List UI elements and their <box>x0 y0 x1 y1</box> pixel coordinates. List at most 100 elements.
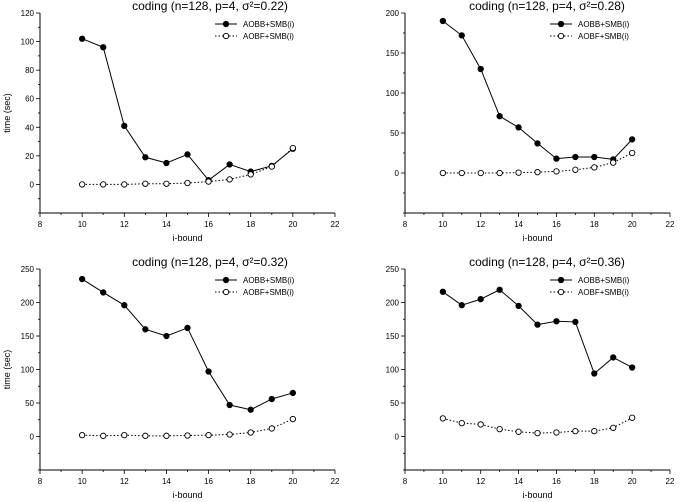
data-point-aobf <box>591 164 598 171</box>
data-point-aobf <box>628 414 636 421</box>
x-tick-label: 20 <box>288 477 297 486</box>
data-point-aobf <box>121 181 128 188</box>
x-tick-label: 12 <box>120 477 129 486</box>
series-line-1 <box>81 278 293 411</box>
data-point-aobf <box>142 180 149 187</box>
data-point-aobf <box>610 159 617 166</box>
data-point-aobf <box>439 169 447 177</box>
y-tick-label: 100 <box>21 366 35 375</box>
legend-label: AOBB+SMB(i) <box>578 20 630 29</box>
data-point-aobf <box>439 415 447 422</box>
data-point-aobb <box>184 151 191 158</box>
data-point-aobb <box>142 326 149 333</box>
y-tick-label: 200 <box>21 299 35 308</box>
data-point-aobb <box>477 65 484 73</box>
data-point-aobf <box>591 427 598 435</box>
x-tick-label: 18 <box>246 477 255 486</box>
data-point-aobf <box>553 168 560 175</box>
y-tick-label: 150 <box>386 49 400 58</box>
y-tick-label: 50 <box>390 129 399 138</box>
data-point-aobb <box>439 17 447 25</box>
legend-marker <box>222 32 230 40</box>
data-point-aobf <box>477 169 484 177</box>
data-point-aobf <box>572 166 579 173</box>
x-tick-label: 10 <box>438 220 447 229</box>
data-point-aobb <box>515 124 522 131</box>
x-tick-label: 14 <box>162 477 171 486</box>
y-axis-label: time (sec) <box>2 93 12 133</box>
data-point-aobb <box>100 44 107 51</box>
y-tick-label: 80 <box>25 66 34 75</box>
data-point-aobb <box>226 161 233 168</box>
data-point-aobf <box>534 429 541 437</box>
chart-panel-1: coding (n=128, p=4, σ²=0.22) 0 20 40 60 80 100… <box>2 0 340 243</box>
legend-label: AOBF+SMB(i) <box>578 32 629 41</box>
data-point-aobb <box>496 113 503 120</box>
data-point-aobf <box>515 428 522 435</box>
data-point-aobb <box>591 370 598 377</box>
y-tick-label: 0 <box>30 180 35 189</box>
data-point-aobb <box>553 155 560 162</box>
data-point-aobb <box>534 321 541 328</box>
legend-marker <box>222 20 230 28</box>
data-point-aobf <box>553 429 560 436</box>
data-point-aobf <box>458 169 465 177</box>
data-point-aobb <box>572 318 579 326</box>
data-point-aobf <box>628 149 636 157</box>
legend-label: AOBF+SMB(i) <box>578 288 629 297</box>
chart-title: coding (n=128, p=4, σ²=0.36) <box>469 255 625 269</box>
legend-label: AOBB+SMB(i) <box>243 276 295 285</box>
x-tick-label: 20 <box>288 220 297 229</box>
data-point-aobb <box>268 395 275 403</box>
y-tick-label: 0 <box>30 433 35 442</box>
y-tick-label: 250 <box>386 265 400 274</box>
chart-title: coding (n=128, p=4, σ²=0.32) <box>132 255 288 269</box>
data-point-aobb <box>477 295 484 303</box>
data-point-aobf <box>610 424 617 431</box>
data-point-aobb <box>78 35 86 42</box>
data-point-aobf <box>247 429 254 436</box>
data-point-aobb <box>572 153 579 161</box>
data-point-aobb <box>226 401 233 409</box>
x-tick-label: 18 <box>246 220 255 229</box>
y-tick-label: 150 <box>21 332 35 341</box>
data-point-aobb <box>515 302 522 309</box>
x-tick-label: 8 <box>403 220 408 229</box>
y-tick-label: 50 <box>25 399 34 408</box>
chart-title: coding (n=128, p=4, σ²=0.22) <box>132 0 288 13</box>
x-axis-label: i-bound <box>522 490 552 500</box>
y-axis-label: time (sec) <box>2 350 12 390</box>
x-axis-label: i-bound <box>522 233 552 243</box>
legend-marker <box>557 32 565 40</box>
legend-label: AOBF+SMB(i) <box>243 32 294 41</box>
x-tick-label: 12 <box>476 477 485 486</box>
data-point-aobf <box>100 181 107 188</box>
x-tick-label: 22 <box>666 477 675 486</box>
data-point-aobf <box>247 171 254 178</box>
x-tick-label: 16 <box>204 477 213 486</box>
data-point-aobb <box>121 302 128 309</box>
x-tick-label: 10 <box>78 477 87 486</box>
x-tick-label: 8 <box>38 220 43 229</box>
y-tick-label: 200 <box>386 299 400 308</box>
y-tick-label: 100 <box>21 38 35 47</box>
data-point-aobf <box>268 163 275 170</box>
chart-panel-2: coding (n=128, p=4, σ²=0.28) 0 50 100 150 200… <box>386 0 675 243</box>
legend-marker <box>222 288 230 296</box>
data-point-aobf <box>121 432 128 439</box>
x-tick-label: 16 <box>204 220 213 229</box>
data-point-aobb <box>496 286 503 293</box>
y-tick-label: 100 <box>386 89 400 98</box>
data-point-aobf <box>100 432 107 439</box>
series-line-1 <box>81 38 294 181</box>
chart-panel-3: coding (n=128, p=4, σ²=0.32) 0 50 100 150 200… <box>2 255 340 500</box>
data-point-aobb <box>458 302 465 309</box>
y-tick-label: 60 <box>25 95 34 104</box>
legend-label: AOBB+SMB(i) <box>578 276 630 285</box>
data-point-aobb <box>628 136 636 143</box>
y-tick-label: 120 <box>21 9 35 18</box>
data-point-aobb <box>439 288 447 295</box>
x-axis-label: i-bound <box>172 490 202 500</box>
data-point-aobb <box>458 32 465 39</box>
